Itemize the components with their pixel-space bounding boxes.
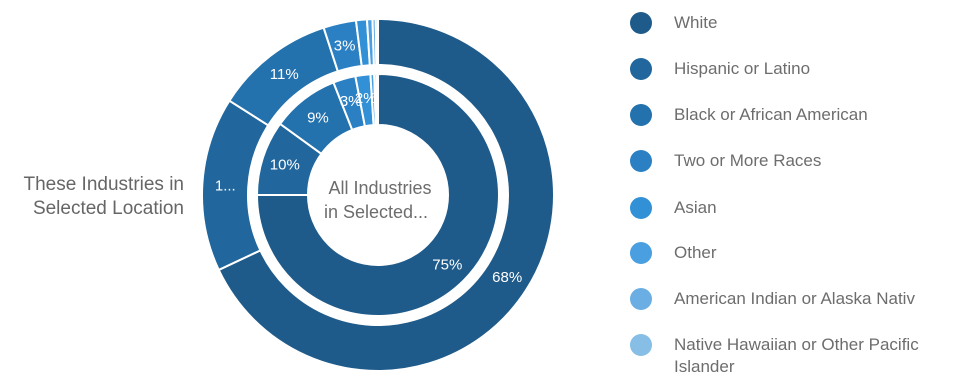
outer-slice-white[interactable] (217, 17, 555, 372)
circle-marker-icon (630, 150, 652, 172)
outer-slice-label: 11% (270, 66, 299, 83)
legend-item-black-or-african-american[interactable]: Black or African American (630, 97, 944, 131)
outer-slice-native-hawaiian-or-other-pacific-islander[interactable] (374, 17, 379, 67)
circle-marker-icon (630, 288, 652, 310)
legend-item-two-or-more-races[interactable]: Two or More Races (630, 143, 944, 177)
circle-marker-icon (630, 58, 652, 80)
legend-item-native-hawaiian-or-other-pacific-islander[interactable]: Native Hawaiian or Other Pacific Islande… (630, 327, 944, 383)
outer-ring (201, 17, 555, 372)
legend-label: Asian (674, 198, 717, 217)
outer-ring-title: These Industries in Selected Location (23, 174, 184, 219)
legend-label: Two or More Races (674, 151, 822, 170)
legend-item-hispanic-or-latino[interactable]: Hispanic or Latino (630, 51, 944, 85)
circle-marker-icon (630, 12, 652, 34)
legend-label: Hispanic or Latino (674, 59, 811, 78)
outer-slice-label: 68% (492, 269, 522, 286)
inner-ring (255, 72, 500, 317)
legend-label: Native Hawaiian or Other Pacific Islande… (674, 335, 919, 376)
inner-slice-label: 75% (432, 256, 462, 273)
outer-slice-label: 3% (334, 38, 356, 55)
circle-marker-icon (630, 104, 652, 126)
outer-slice-label: 1... (215, 177, 236, 194)
circle-marker-icon (630, 334, 652, 356)
inner-slice-native-hawaiian-or-other-pacific-islander[interactable] (375, 72, 379, 127)
inner-slice-label: 3% (340, 93, 362, 110)
slice-labels: 68%1...11%3%75%10%9%3%2% (215, 38, 522, 286)
inner-slice-label: 10% (270, 157, 300, 174)
center-title-line-2: in Selected... (324, 202, 428, 222)
legend-item-white[interactable]: White (630, 5, 944, 39)
donut-chart: 68%1...11%3%75%10%9%3%2% All Industries … (201, 17, 555, 372)
legend-label: American Indian or Alaska Nativ (674, 289, 915, 308)
legend-item-other[interactable]: Other (630, 235, 944, 269)
legend-item-american-indian-or-alaska-native[interactable]: American Indian or Alaska Nativ (630, 281, 944, 315)
legend-label: Black or African American (674, 105, 868, 124)
inner-slice-white[interactable] (255, 72, 500, 317)
legend-label: Other (674, 243, 717, 262)
circle-marker-icon (630, 242, 652, 264)
inner-slice-label: 9% (307, 110, 329, 127)
legend-label: White (674, 13, 718, 32)
center-title-line-1: All Industries (328, 178, 431, 198)
inner-slice-label: 2% (355, 90, 377, 107)
legend-item-asian[interactable]: Asian (630, 190, 944, 224)
circle-marker-icon (630, 197, 652, 219)
